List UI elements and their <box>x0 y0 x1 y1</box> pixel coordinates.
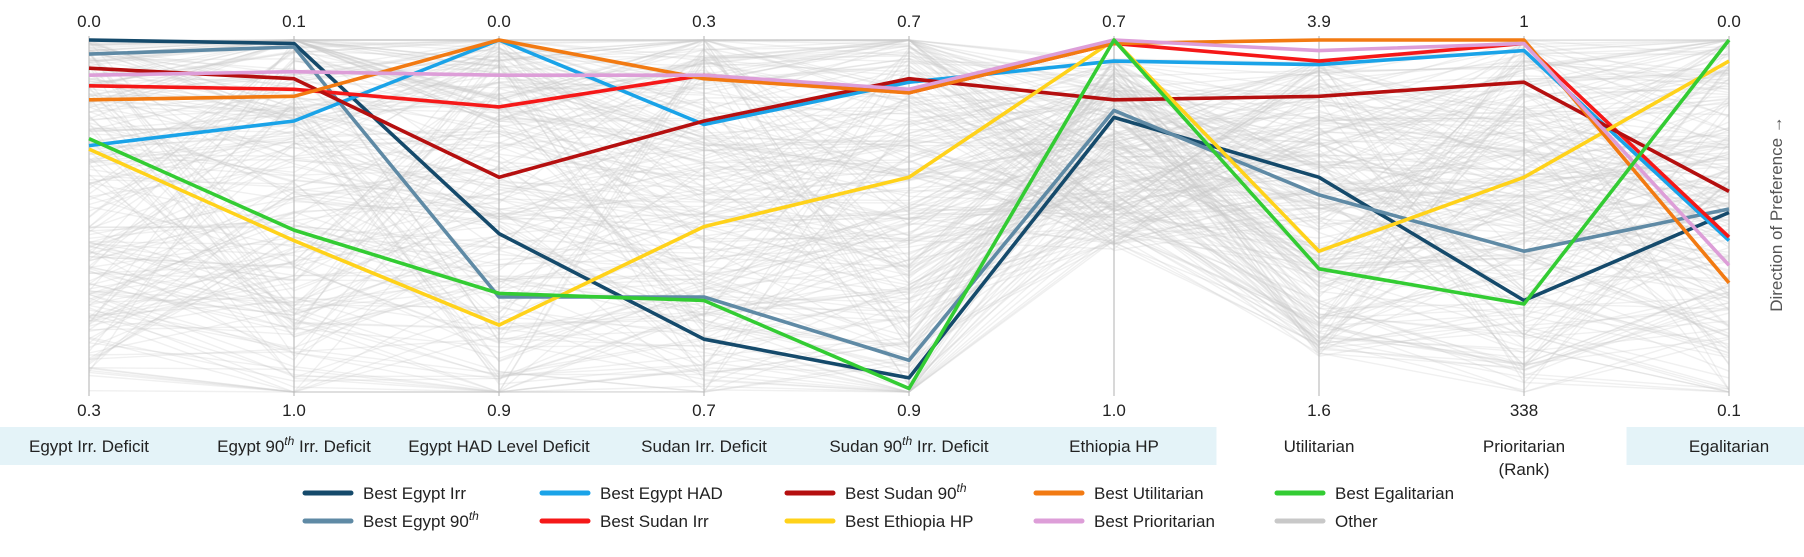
axis-label: Utilitarian <box>1284 437 1355 456</box>
legend-item: Other <box>1274 512 1378 531</box>
legend-item: Best Ethiopia HP <box>784 512 974 531</box>
axis-label-band <box>1626 427 1804 465</box>
axis-label-line2: (Rank) <box>1498 460 1549 479</box>
axis-label: Prioritarian <box>1483 437 1565 456</box>
legend-label: Best Egalitarian <box>1335 484 1454 503</box>
axis-label-bands <box>0 427 1804 465</box>
axis-top-tick-label: 0.0 <box>487 12 511 31</box>
series-line <box>88 38 1731 391</box>
axis-top-tick-label: 3.9 <box>1307 12 1331 31</box>
axis-label: Egypt HAD Level Deficit <box>408 437 590 456</box>
legend: Best Egypt Irr Best Egypt HAD Best Sudan 9… <box>302 481 1454 531</box>
axis-label: Egypt 90th Irr. Deficit <box>217 434 371 456</box>
axis-bottom-tick-label: 0.9 <box>897 401 921 420</box>
legend-item: Best Egypt HAD <box>539 484 723 503</box>
legend-item: Best Prioritarian <box>1033 512 1215 531</box>
axis-label: Egalitarian <box>1689 437 1769 456</box>
legend-label: Best Sudan 90th <box>845 481 967 503</box>
legend-label: Best Egypt 90th <box>363 509 479 531</box>
series-line <box>88 38 1730 327</box>
axis-label: Ethiopia HP <box>1069 437 1159 456</box>
axis-top-tick-label: 0.0 <box>1717 12 1741 31</box>
legend-label: Best Sudan Irr <box>600 512 709 531</box>
axis-label: Egypt Irr. Deficit <box>29 437 149 456</box>
axis-labels: Egypt Irr. Deficit Egypt 90th Irr. Defici… <box>29 434 1769 479</box>
axis-label: Sudan 90th Irr. Deficit <box>829 434 989 456</box>
axis-top-tick-label: 0.1 <box>282 12 306 31</box>
axis-bottom-tick-label: 0.3 <box>77 401 101 420</box>
series-line <box>88 66 1730 193</box>
axis-bottom-tick-label: 1.0 <box>1102 401 1126 420</box>
legend-label: Best Prioritarian <box>1094 512 1215 531</box>
axis-label-band <box>0 427 1217 465</box>
best-solution-lines <box>88 38 1731 391</box>
legend-label: Best Egypt Irr <box>363 484 466 503</box>
axis-bottom-tick-label: 1.6 <box>1307 401 1331 420</box>
axis-top-tick-label: 0.7 <box>897 12 921 31</box>
axis-top-tick-label: 0.0 <box>77 12 101 31</box>
axis-bottom-tick-label: 0.1 <box>1717 401 1741 420</box>
axis-bottom-tick-label: 1.0 <box>282 401 306 420</box>
axis-tick-labels: 0.0 0.3 0.1 1.0 0.0 0.9 0.3 0.7 0.7 0.9 0.7 1.0 3.9 1… <box>77 12 1741 420</box>
legend-item: Best Utilitarian <box>1033 484 1204 503</box>
legend-item: Best Egypt 90th <box>302 509 479 531</box>
series-line <box>88 38 1730 380</box>
axis-top-tick-label: 0.3 <box>692 12 716 31</box>
axis-label: Sudan Irr. Deficit <box>641 437 767 456</box>
legend-item: Best Egalitarian <box>1274 484 1454 503</box>
direction-of-preference-label: Direction of Preference → <box>1767 116 1786 312</box>
series-line <box>88 38 1731 285</box>
series-line <box>88 45 1730 363</box>
legend-item: Best Egypt Irr <box>302 484 466 503</box>
legend-item: Best Sudan Irr <box>539 512 709 531</box>
legend-label: Best Utilitarian <box>1094 484 1204 503</box>
series-line <box>88 38 1731 267</box>
axis-bottom-tick-label: 0.7 <box>692 401 716 420</box>
axis-top-tick-label: 1 <box>1519 12 1528 31</box>
axis-top-tick-label: 0.7 <box>1102 12 1126 31</box>
legend-item: Best Sudan 90th <box>784 481 967 503</box>
legend-label: Best Egypt HAD <box>600 484 723 503</box>
axis-bottom-tick-label: 338 <box>1510 401 1538 420</box>
legend-label: Other <box>1335 512 1378 531</box>
legend-label: Best Ethiopia HP <box>845 512 974 531</box>
axis-bottom-tick-label: 0.9 <box>487 401 511 420</box>
